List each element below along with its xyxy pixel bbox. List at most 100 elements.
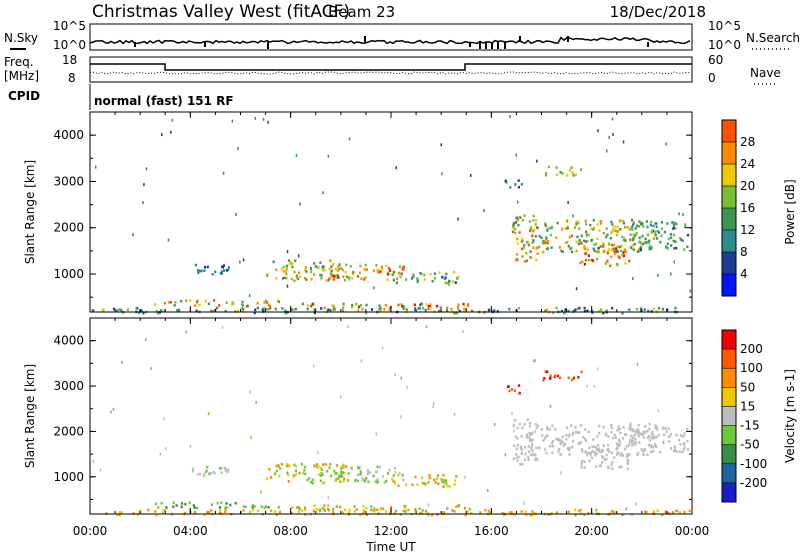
data-cell xyxy=(520,451,523,455)
data-cell xyxy=(620,465,623,469)
data-cell xyxy=(398,471,401,475)
data-cell xyxy=(308,477,311,480)
data-cell xyxy=(429,302,432,306)
data-cell xyxy=(656,509,659,513)
data-cell xyxy=(561,229,564,232)
data-cell xyxy=(627,454,630,457)
data-cell xyxy=(514,228,517,231)
data-cell xyxy=(583,239,586,243)
data-cell xyxy=(667,435,671,438)
data-cell xyxy=(358,271,361,275)
data-cell xyxy=(642,242,645,246)
data-cell xyxy=(681,450,684,454)
data-cell xyxy=(516,426,519,430)
data-cell xyxy=(640,448,643,451)
data-cell xyxy=(516,437,519,440)
data-cell xyxy=(285,267,288,271)
data-cell xyxy=(286,463,289,466)
data-cell xyxy=(339,395,342,399)
data-cell xyxy=(622,251,625,254)
data-cell xyxy=(191,469,195,473)
data-cell xyxy=(225,502,228,505)
data-cell xyxy=(683,432,686,435)
data-cell xyxy=(254,116,256,120)
data-cell xyxy=(615,262,619,266)
data-cell xyxy=(335,505,338,508)
data-cell xyxy=(303,465,307,469)
colorbar-segment xyxy=(722,186,736,208)
data-cell xyxy=(254,308,257,312)
data-cell xyxy=(206,465,209,469)
data-cell xyxy=(666,222,669,225)
data-cell xyxy=(642,452,645,456)
data-cell xyxy=(343,278,347,282)
data-cell xyxy=(615,447,618,451)
data-cell xyxy=(514,435,517,439)
data-cell xyxy=(443,480,446,483)
data-cell xyxy=(466,510,469,513)
data-cell xyxy=(521,255,524,258)
data-cell xyxy=(327,308,330,312)
data-cell xyxy=(658,231,661,234)
data-cell xyxy=(457,303,460,307)
velocity-colorbar: 200 100 50 15 -15 -50 -100 -200 xyxy=(721,329,767,503)
data-cell xyxy=(542,239,545,243)
data-cell xyxy=(642,430,645,434)
data-cell xyxy=(376,508,379,511)
data-cell xyxy=(629,238,632,242)
data-cell xyxy=(680,238,683,241)
data-cell xyxy=(555,236,558,240)
data-cell xyxy=(338,474,341,477)
data-cell xyxy=(355,508,358,511)
data-cell xyxy=(565,438,568,441)
data-cell xyxy=(617,255,620,258)
data-cell xyxy=(648,427,651,431)
data-cell xyxy=(298,271,301,275)
data-cell xyxy=(576,235,579,239)
data-cell xyxy=(575,249,578,253)
data-cell xyxy=(530,447,533,450)
data-cell xyxy=(304,276,307,280)
data-cell xyxy=(567,201,569,205)
data-cell xyxy=(647,309,650,313)
data-cell xyxy=(686,439,689,443)
data-cell xyxy=(294,259,297,263)
data-cell xyxy=(216,501,219,505)
data-cell xyxy=(512,423,516,427)
data-cell xyxy=(626,225,629,229)
data-cell xyxy=(285,276,288,280)
data-cell xyxy=(403,504,406,508)
data-cell xyxy=(253,311,256,315)
data-cell xyxy=(640,433,643,436)
data-cell xyxy=(416,277,419,280)
data-cell xyxy=(540,428,543,431)
data-cell xyxy=(579,424,583,427)
x-tick-label: 00:00 xyxy=(675,524,710,538)
data-cell xyxy=(393,466,396,470)
data-cell xyxy=(349,265,352,268)
data-cell xyxy=(630,434,633,438)
data-cell xyxy=(683,248,686,251)
data-cell xyxy=(597,447,600,450)
data-cell xyxy=(597,309,600,313)
data-cell xyxy=(598,424,601,428)
data-cell xyxy=(161,133,163,137)
data-cell xyxy=(536,226,539,230)
data-cell xyxy=(493,309,496,312)
data-cell xyxy=(256,302,259,305)
data-cell xyxy=(550,511,553,515)
data-cell xyxy=(462,330,464,334)
data-cell xyxy=(342,480,345,483)
data-cell xyxy=(555,166,558,169)
data-cell xyxy=(650,445,653,449)
colorbar-segment xyxy=(722,387,736,407)
data-cell xyxy=(224,508,227,512)
data-cell xyxy=(251,504,254,507)
data-cell xyxy=(530,453,533,457)
data-cell xyxy=(543,377,546,380)
data-cell xyxy=(583,437,586,441)
data-cell xyxy=(637,424,640,427)
data-cell xyxy=(662,440,665,444)
data-cell xyxy=(660,227,664,230)
data-cell xyxy=(580,508,583,512)
